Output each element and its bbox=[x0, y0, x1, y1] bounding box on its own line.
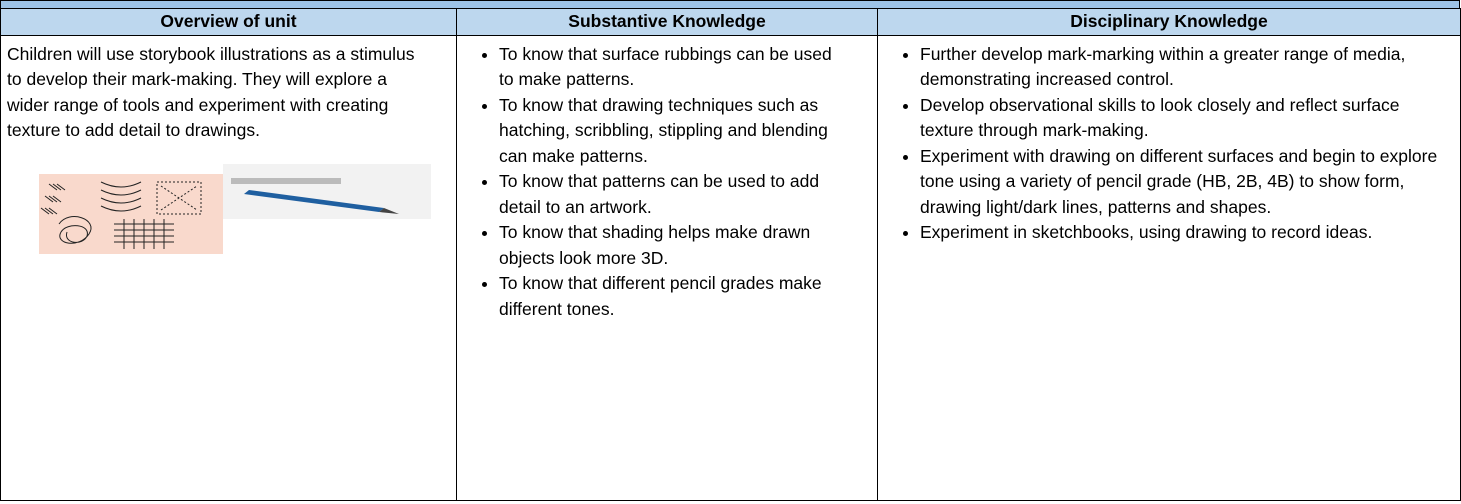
list-item: Further develop mark-marking within a gr… bbox=[920, 42, 1440, 93]
disciplinary-list: Further develop mark-marking within a gr… bbox=[878, 42, 1440, 246]
header: Substantive Knowledge bbox=[456, 8, 878, 36]
list-item: Experiment with drawing on different sur… bbox=[920, 144, 1440, 221]
list-item: Experiment in sketchbooks, using drawing… bbox=[920, 220, 1440, 246]
list-item: To know that drawing techniques such as … bbox=[499, 93, 839, 170]
list-item: To know that surface rubbings can be use… bbox=[499, 42, 839, 93]
list-item: To know that different pencil grades mak… bbox=[499, 271, 839, 322]
substantive-cell: To know that surface rubbings can be use… bbox=[456, 34, 878, 501]
unit-table: Overview of unit Substantive Knowledge D… bbox=[0, 8, 1461, 501]
header: Disciplinary Knowledge bbox=[877, 8, 1461, 36]
substantive-list: To know that surface rubbings can be use… bbox=[457, 42, 839, 323]
header-row: Overview of unit Substantive Knowledge D… bbox=[0, 8, 1461, 36]
list-item: To know that patterns can be used to add… bbox=[499, 169, 839, 220]
overview-text: Children will use storybook illustration… bbox=[7, 43, 415, 141]
disciplinary-cell: Further develop mark-marking within a gr… bbox=[877, 34, 1461, 501]
header: Overview of unit bbox=[0, 8, 457, 36]
list-item: Develop observational skills to look clo… bbox=[920, 93, 1440, 144]
overview-cell: Children will use storybook illustration… bbox=[0, 34, 457, 501]
body-row: Children will use storybook illustration… bbox=[0, 34, 1461, 501]
illustration bbox=[39, 163, 431, 254]
list-item: To know that shading helps make drawn ob… bbox=[499, 220, 839, 271]
